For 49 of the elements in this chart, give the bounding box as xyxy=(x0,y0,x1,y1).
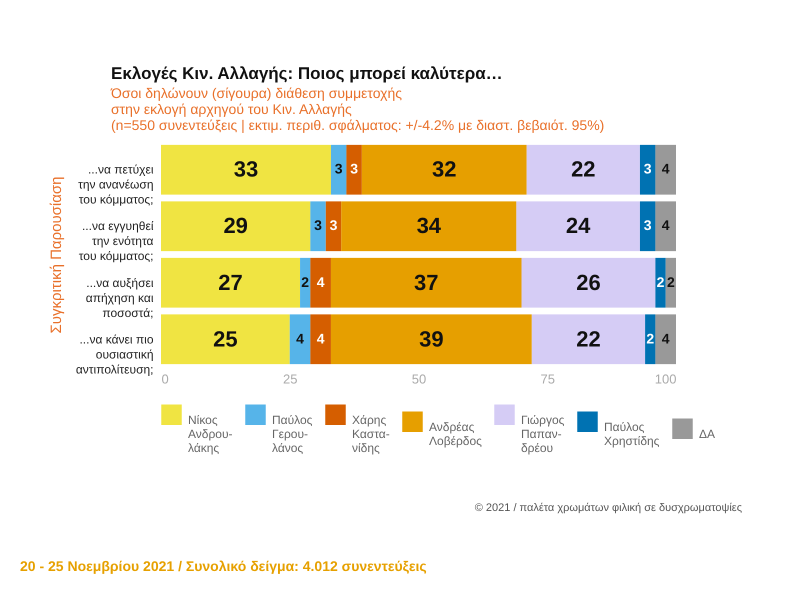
data-label: 3 xyxy=(334,160,343,177)
legend-label: Παύλος Γερου- λάνος xyxy=(272,412,313,455)
data-label: 4 xyxy=(662,160,670,177)
y-tick-label: ...να πετύχει την ανανέωση του κόμματος; xyxy=(78,162,154,207)
data-label: 24 xyxy=(566,213,592,238)
data-label: 3 xyxy=(350,160,358,177)
data-label: 22 xyxy=(576,326,601,352)
y-tick-label: ...να κάνει πιο ουσιαστική αντιπολίτευση; xyxy=(76,332,154,376)
data-label: 25 xyxy=(213,326,238,352)
data-label: 4 xyxy=(662,217,670,234)
text: 20 - 25 Νοεμβρίου 2021 / Συνολικό δείγμα: 4.012 συνεντεύξεις xyxy=(20,558,427,574)
data-label: 2 xyxy=(646,330,654,346)
data-label: 3 xyxy=(330,217,338,234)
legend-label: Γιώργος Παπαν- δρέου xyxy=(521,412,565,455)
legend-label: Ανδρέας Λοβέρδος xyxy=(429,420,482,448)
data-label: 39 xyxy=(419,326,444,352)
data-label: 22 xyxy=(571,156,596,182)
data-label: 2 xyxy=(301,274,310,290)
data-label: 32 xyxy=(432,156,456,182)
x-tick-label: 100 xyxy=(654,372,676,386)
data-label: 33 xyxy=(234,156,258,182)
data-label: 4 xyxy=(662,330,670,346)
legend-label: Παύλος Χρηστίδης xyxy=(604,420,660,448)
data-label: 37 xyxy=(414,270,438,295)
data-label: 27 xyxy=(218,270,243,295)
x-tick-label: 0 xyxy=(162,372,169,386)
y-tick-label: ...να εγγυηθεί την ενότητα του κόμματος; xyxy=(78,219,154,264)
data-label: 4 xyxy=(316,274,325,290)
x-tick-label: 50 xyxy=(412,372,426,386)
legend-label: ΔΑ xyxy=(699,426,716,441)
x-tick-label: 25 xyxy=(283,372,298,386)
data-label: 2 xyxy=(666,274,675,290)
text: © 2021 / παλέτα χρωμάτων φιλική σε δυσχρωματοψίες xyxy=(474,502,742,514)
chart-subtitle: Όσοι δηλώνουν (σίγουρα) διάθεση συμμετοχής στην εκλογή αρχηγού του Κιν. Αλλαγής (n=550 συνεντεύξεις | εκτιμ. περιθ. σφάλματος: +/-4.2% με διαστ. βεβαιότ. 95%) xyxy=(110,85,604,133)
chart-title: Εκλογές Κιν. Αλλαγής: Ποιος μπορεί καλύτερα… xyxy=(111,64,503,83)
data-label: 29 xyxy=(223,213,248,238)
data-label: 26 xyxy=(576,270,601,295)
data-label: 2 xyxy=(656,274,665,290)
legend-label: Χάρης Καστα- νίδης xyxy=(352,412,390,455)
data-label: 34 xyxy=(416,213,442,238)
data-label: 4 xyxy=(296,330,304,346)
data-label: 3 xyxy=(644,217,652,234)
data-label: 3 xyxy=(644,160,652,177)
x-tick-label: 75 xyxy=(540,372,555,386)
legend-label: Νίκος Ανδρου- λάκης xyxy=(188,412,233,455)
y-axis-title: Συγκριτική Παρουσίαση xyxy=(48,176,65,334)
y-tick-label: ...να αυξήσει απήχηση και ποσοστά; xyxy=(86,276,154,320)
data-label: 3 xyxy=(314,217,322,234)
data-label: 4 xyxy=(316,330,325,346)
